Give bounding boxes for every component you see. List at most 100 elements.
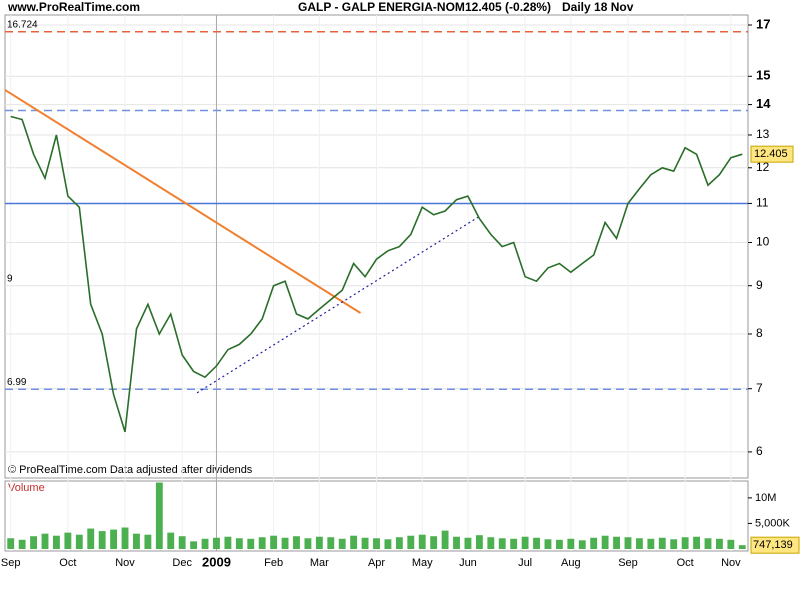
y-tick-label: 6	[756, 444, 763, 458]
x-tick-label: Feb	[264, 557, 283, 569]
volume-bar	[521, 536, 529, 549]
trendline	[4, 89, 362, 314]
y-tick-label: 15	[756, 68, 770, 83]
y-tick-label: 14	[756, 96, 771, 111]
x-tick-label: Jul	[518, 557, 532, 569]
volume-bar	[53, 535, 60, 549]
volume-bar	[567, 538, 575, 549]
volume-bar	[407, 535, 415, 549]
volume-bar	[110, 529, 118, 549]
volume-bar	[201, 538, 209, 549]
site: www.ProRealTime.com	[7, 0, 140, 14]
quote: 12.405 (-0.28%)	[465, 0, 551, 14]
volume-bar	[590, 537, 598, 549]
volume-bar	[704, 538, 712, 549]
x-tick-label: Nov	[721, 557, 741, 569]
x-tick-label: Aug	[561, 557, 581, 569]
volume-bar	[658, 537, 666, 549]
price-line	[10, 115, 743, 433]
volume-bar	[281, 537, 289, 549]
x-tick-label: 2009	[202, 554, 231, 569]
volume-bar	[464, 537, 472, 549]
period: Daily 18 Nov	[562, 0, 634, 14]
volume-bar	[487, 537, 495, 549]
volume-bar	[315, 536, 323, 549]
volume-bar	[613, 536, 620, 549]
volume-bar	[235, 538, 243, 549]
volume-bar	[555, 539, 563, 549]
footer: © ProRealTime.com Data adjusted after di…	[8, 464, 253, 476]
volume-bar	[247, 538, 255, 549]
x-tick-label: Jun	[459, 557, 477, 569]
volume-bar	[293, 536, 300, 549]
y-tick-label: 9	[756, 278, 763, 292]
volume-bar	[475, 535, 483, 549]
x-tick-label: Oct	[677, 557, 694, 569]
volume-bar	[681, 537, 689, 549]
level-label: 9	[7, 273, 13, 284]
volume-bar	[304, 538, 312, 549]
volume-bar	[601, 535, 609, 549]
x-tick-label: Sep	[1, 557, 21, 569]
volume-bar	[121, 527, 129, 549]
volume-bar	[190, 541, 198, 549]
volume-bar	[624, 537, 632, 549]
chart-title: GALP - GALP ENERGIA-NOM	[298, 0, 465, 14]
price-marker	[750, 145, 794, 163]
volume-bar	[635, 538, 643, 549]
volume-bar	[75, 534, 83, 549]
volume-bar	[693, 536, 700, 549]
x-tick-label: Oct	[59, 557, 76, 569]
x-tick-label: Sep	[618, 557, 638, 569]
volume-label: Volume	[8, 482, 45, 494]
y-tick-label: 7	[756, 381, 763, 395]
volume-bar	[133, 533, 140, 549]
volume-bar	[30, 536, 38, 549]
level-label: 6.99	[7, 377, 27, 388]
x-tick-label: Dec	[172, 557, 192, 569]
volume-bar	[361, 537, 369, 549]
volume-marker-label: 747,139	[753, 539, 793, 551]
volume-bar	[418, 534, 426, 549]
volume-bar	[144, 534, 152, 549]
volume-bar	[373, 538, 380, 549]
volume-bar	[738, 545, 746, 549]
volume-bar	[715, 538, 723, 549]
volume-bar	[384, 539, 392, 549]
volume-bar	[224, 536, 232, 549]
volume-bar	[727, 539, 735, 549]
volume-bar	[441, 530, 449, 549]
trendline	[196, 216, 479, 394]
volume-bar	[453, 536, 460, 549]
volume-bar	[578, 540, 586, 549]
volume-bar	[430, 536, 438, 549]
volume-bar	[338, 538, 346, 549]
x-tick-label: Nov	[115, 557, 135, 569]
volume-bar	[510, 538, 518, 549]
volume-bar	[213, 537, 220, 549]
volume-tick-label: 5,000K	[755, 517, 791, 529]
y-tick-label: 10	[756, 235, 770, 249]
x-tick-label: May	[412, 557, 433, 569]
volume-tick-label: 10M	[755, 492, 776, 504]
y-tick-label: 11	[756, 196, 769, 210]
volume-bar	[167, 532, 175, 549]
level-label: 16.724	[7, 19, 38, 30]
y-tick-label: 8	[756, 326, 763, 340]
volume-bar	[155, 482, 163, 549]
volume-bar	[350, 535, 358, 549]
volume-bar	[98, 531, 106, 549]
volume-bar	[395, 537, 403, 549]
volume-bar	[533, 537, 540, 549]
y-tick-label: 17	[756, 16, 770, 31]
volume-bar	[41, 533, 49, 549]
volume-bar	[7, 538, 15, 549]
volume-bar	[270, 535, 278, 549]
volume-marker	[750, 536, 800, 554]
x-tick-label: Mar	[310, 557, 329, 569]
volume-bar	[498, 538, 506, 549]
volume-bar	[258, 537, 266, 549]
volume-bar	[670, 539, 678, 549]
